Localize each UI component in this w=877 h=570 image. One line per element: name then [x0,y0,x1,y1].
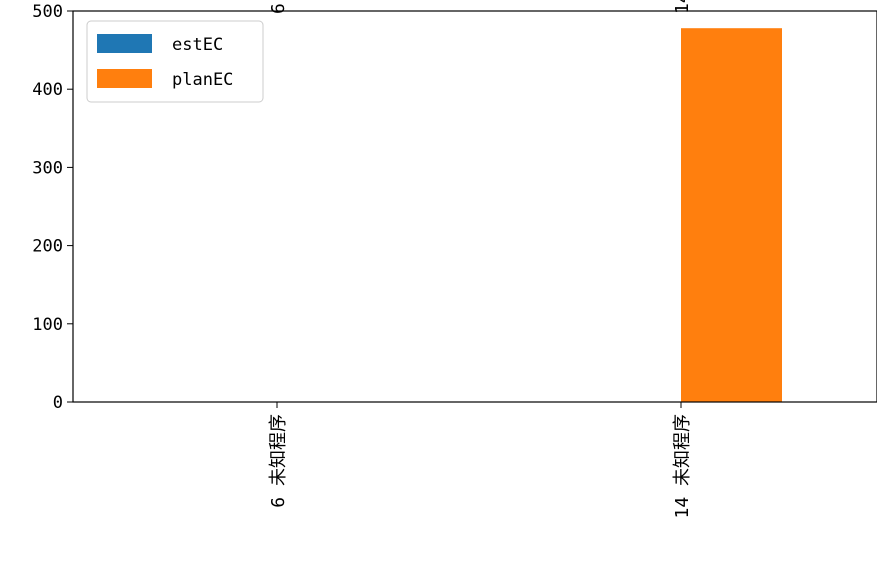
legend-swatch-estEC [97,34,152,53]
y-tick-label: 0 [53,393,63,413]
y-tick-label: 500 [32,2,63,22]
bars-group [681,28,782,402]
plot-area-frame [72,10,877,403]
legend-label-estEC: estEC [172,35,223,55]
clipped-top-labels: 6 未知程序 14 未知程序 [268,0,693,14]
legend-swatch-planEC [97,69,152,88]
x-category-label: 6 未知程序 [268,414,289,508]
x-category-label-top: 14 未知程序 [672,0,693,14]
y-axis: 0 100 200 300 400 500 [32,2,73,413]
x-axis: 6 未知程序 14 未知程序 [268,402,693,519]
y-tick-label: 300 [32,158,63,178]
y-tick-label: 100 [32,315,63,335]
legend: estEC planEC [86,20,264,103]
legend-label-planEC: planEC [172,70,233,90]
bar-planEC-1 [681,28,782,402]
y-tick-label: 400 [32,80,63,100]
x-category-label-top: 6 未知程序 [268,0,289,14]
y-tick-label: 200 [32,237,63,257]
x-category-label: 14 未知程序 [672,414,693,519]
